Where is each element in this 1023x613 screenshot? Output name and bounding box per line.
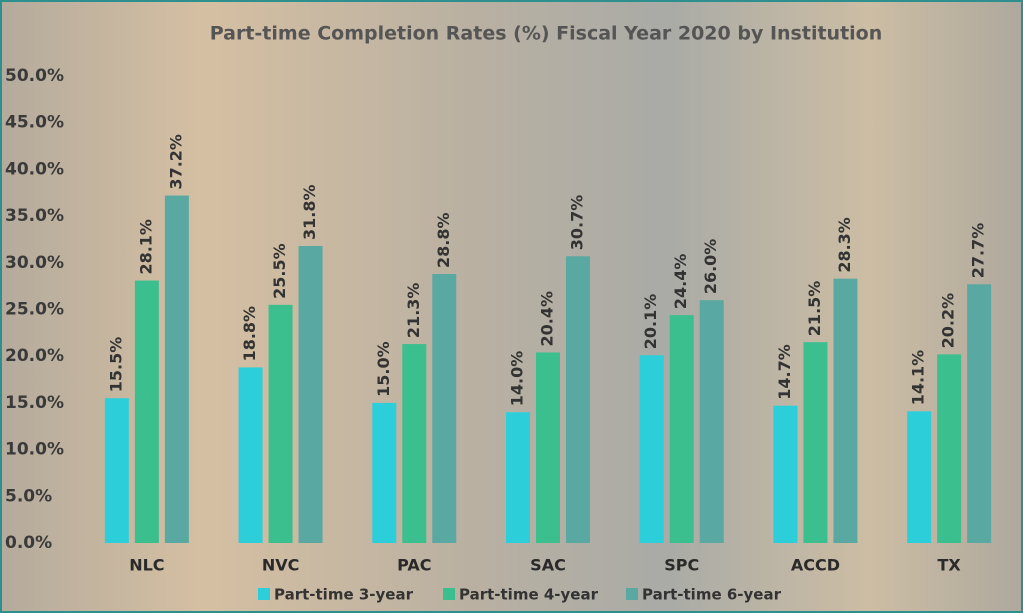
bar: [432, 274, 457, 543]
y-tick-label: 30.0%: [5, 253, 64, 273]
data-label: 30.7%: [568, 195, 587, 251]
data-label: 14.7%: [775, 344, 794, 400]
legend-swatch: [626, 588, 638, 600]
x-tick-label: SAC: [530, 556, 566, 575]
legend-swatch: [258, 588, 270, 600]
y-tick-label: 35.0%: [5, 206, 64, 226]
data-label: 28.8%: [434, 212, 453, 268]
y-tick-label: 40.0%: [5, 159, 64, 179]
bar: [907, 411, 932, 543]
x-tick-label: NLC: [129, 556, 164, 575]
data-label: 20.1%: [641, 294, 660, 350]
bar: [164, 195, 189, 543]
bar: [699, 300, 724, 543]
data-label: 15.5%: [106, 337, 125, 393]
data-label: 14.1%: [909, 350, 928, 406]
chart-title: Part-time Completion Rates (%) Fiscal Ye…: [210, 23, 883, 45]
y-tick-label: 15.0%: [5, 393, 64, 413]
data-label: 24.4%: [671, 254, 690, 310]
bar: [238, 367, 263, 543]
y-tick-label: 0.0%: [5, 533, 52, 553]
bar: [967, 284, 992, 543]
bar: [536, 352, 560, 543]
bar: [134, 280, 159, 543]
x-tick-label: ACCD: [791, 556, 840, 575]
bar: [669, 315, 694, 543]
x-tick-label: TX: [938, 556, 962, 575]
y-tick-label: 10.0%: [5, 440, 64, 460]
legend-label: Part-time 4-year: [459, 586, 599, 604]
bar: [803, 342, 828, 543]
data-label: 20.4%: [538, 291, 557, 347]
data-label: 25.5%: [270, 243, 289, 299]
bar: [506, 412, 530, 543]
data-label: 21.3%: [404, 283, 423, 339]
data-label: 18.8%: [240, 306, 259, 362]
y-tick-label: 45.0%: [5, 113, 64, 133]
data-label: 20.2%: [939, 293, 958, 349]
data-label: 27.7%: [969, 223, 988, 279]
bar: [298, 245, 323, 543]
legend-label: Part-time 6-year: [642, 586, 782, 604]
legend-label: Part-time 3-year: [274, 586, 414, 604]
data-label: 15.0%: [374, 341, 393, 397]
x-tick-label: NVC: [262, 556, 300, 575]
legend-swatch: [443, 588, 455, 600]
y-tick-label: 20.0%: [5, 346, 64, 366]
bar: [268, 304, 293, 543]
bar: [402, 344, 427, 543]
bar: [833, 278, 858, 543]
bar: [566, 256, 590, 543]
data-label: 37.2%: [166, 134, 185, 190]
y-tick-label: 5.0%: [5, 486, 52, 506]
bar: [639, 355, 664, 543]
y-tick-label: 25.0%: [5, 300, 64, 320]
x-tick-label: SPC: [664, 556, 699, 575]
data-label: 14.0%: [508, 351, 527, 407]
bar: [773, 405, 798, 543]
x-tick-label: PAC: [397, 556, 431, 575]
bar: [104, 398, 129, 543]
data-label: 31.8%: [300, 184, 319, 240]
data-label: 26.0%: [701, 239, 720, 295]
bar: [937, 354, 962, 543]
data-label: 28.3%: [835, 217, 854, 273]
bar: [372, 402, 397, 543]
data-label: 21.5%: [805, 281, 824, 337]
y-tick-label: 50.0%: [5, 66, 64, 86]
data-label: 28.1%: [136, 219, 155, 275]
